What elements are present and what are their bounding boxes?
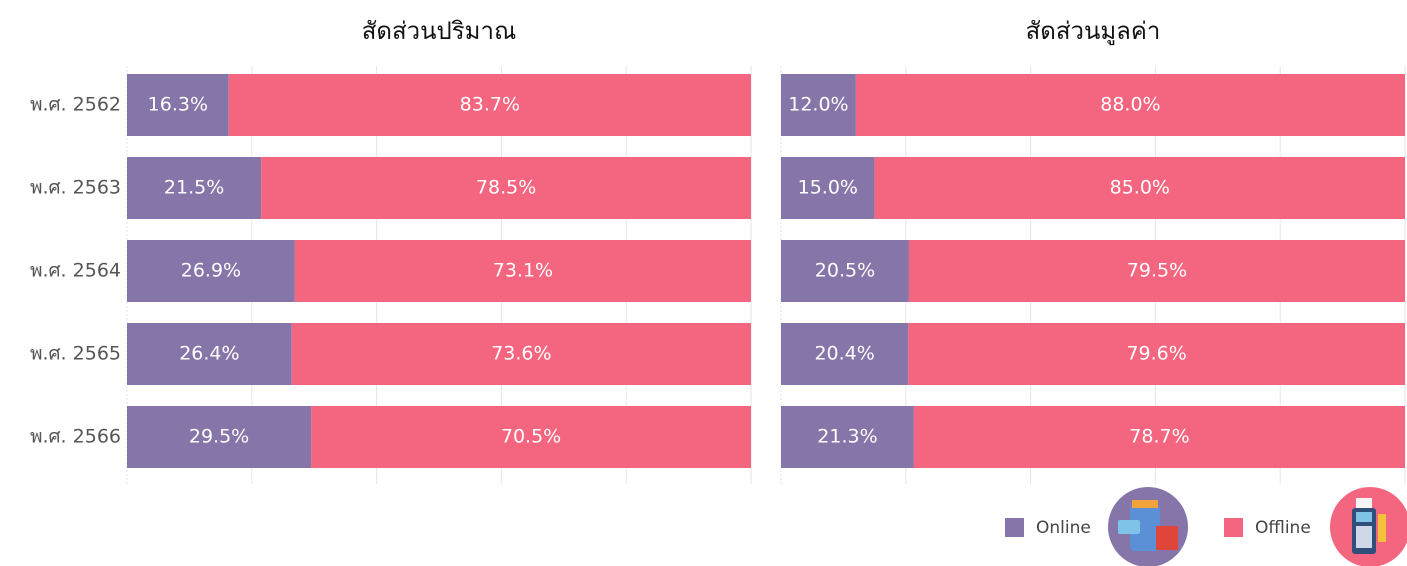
value-label: 26.4% xyxy=(179,343,239,365)
category-label: พ.ศ. 2564 xyxy=(30,260,121,282)
value-label: 20.4% xyxy=(814,343,874,365)
legend-label: Offline xyxy=(1255,518,1311,538)
bar-segment xyxy=(291,323,751,385)
offline-icon xyxy=(1330,487,1407,566)
bar-segment xyxy=(311,406,751,468)
bar-segment xyxy=(913,406,1405,468)
bar-segment xyxy=(127,323,292,385)
category-label: พ.ศ. 2566 xyxy=(30,426,121,448)
bar-segment xyxy=(855,74,1405,136)
bar-segment xyxy=(908,240,1405,302)
value-label: 78.5% xyxy=(476,177,536,199)
value-label: 88.0% xyxy=(1100,94,1160,116)
legend-label: Online xyxy=(1036,518,1091,538)
value-label: 21.3% xyxy=(817,426,877,448)
category-label: พ.ศ. 2565 xyxy=(30,343,121,365)
value-label: 73.1% xyxy=(493,260,553,282)
value-label: 15.0% xyxy=(798,177,858,199)
bar-segment xyxy=(228,74,751,136)
chart-title: สัดส่วนปริมาณ xyxy=(362,17,516,45)
value-label: 85.0% xyxy=(1110,177,1170,199)
bar-segment xyxy=(781,74,856,136)
value-label: 26.9% xyxy=(181,260,241,282)
bar-segment xyxy=(781,406,914,468)
bar-segment xyxy=(261,157,751,219)
bar-segment xyxy=(127,74,229,136)
bar-segment xyxy=(127,406,312,468)
category-label: พ.ศ. 2563 xyxy=(30,177,121,199)
value-label: 12.0% xyxy=(788,94,848,116)
value-label: 83.7% xyxy=(460,94,520,116)
value-label: 20.5% xyxy=(815,260,875,282)
legend-swatch xyxy=(1224,518,1243,537)
value-label: 29.5% xyxy=(189,426,249,448)
legend-swatch xyxy=(1005,518,1024,537)
bar-segment xyxy=(294,240,751,302)
bar-segment xyxy=(781,240,909,302)
value-label: 78.7% xyxy=(1129,426,1189,448)
value-label: 73.6% xyxy=(491,343,551,365)
bar-segment xyxy=(781,323,909,385)
bar-segment xyxy=(127,240,295,302)
chart-title: สัดส่วนมูลค่า xyxy=(1026,17,1161,46)
value-label: 16.3% xyxy=(148,94,208,116)
value-label: 70.5% xyxy=(501,426,561,448)
value-label: 79.5% xyxy=(1127,260,1187,282)
value-label: 79.6% xyxy=(1126,343,1186,365)
bar-segment xyxy=(127,157,262,219)
bar-segment xyxy=(781,157,875,219)
online-icon xyxy=(1108,487,1188,566)
bar-segment xyxy=(874,157,1405,219)
bar-segment xyxy=(908,323,1405,385)
value-label: 21.5% xyxy=(164,177,224,199)
category-label: พ.ศ. 2562 xyxy=(30,94,121,116)
